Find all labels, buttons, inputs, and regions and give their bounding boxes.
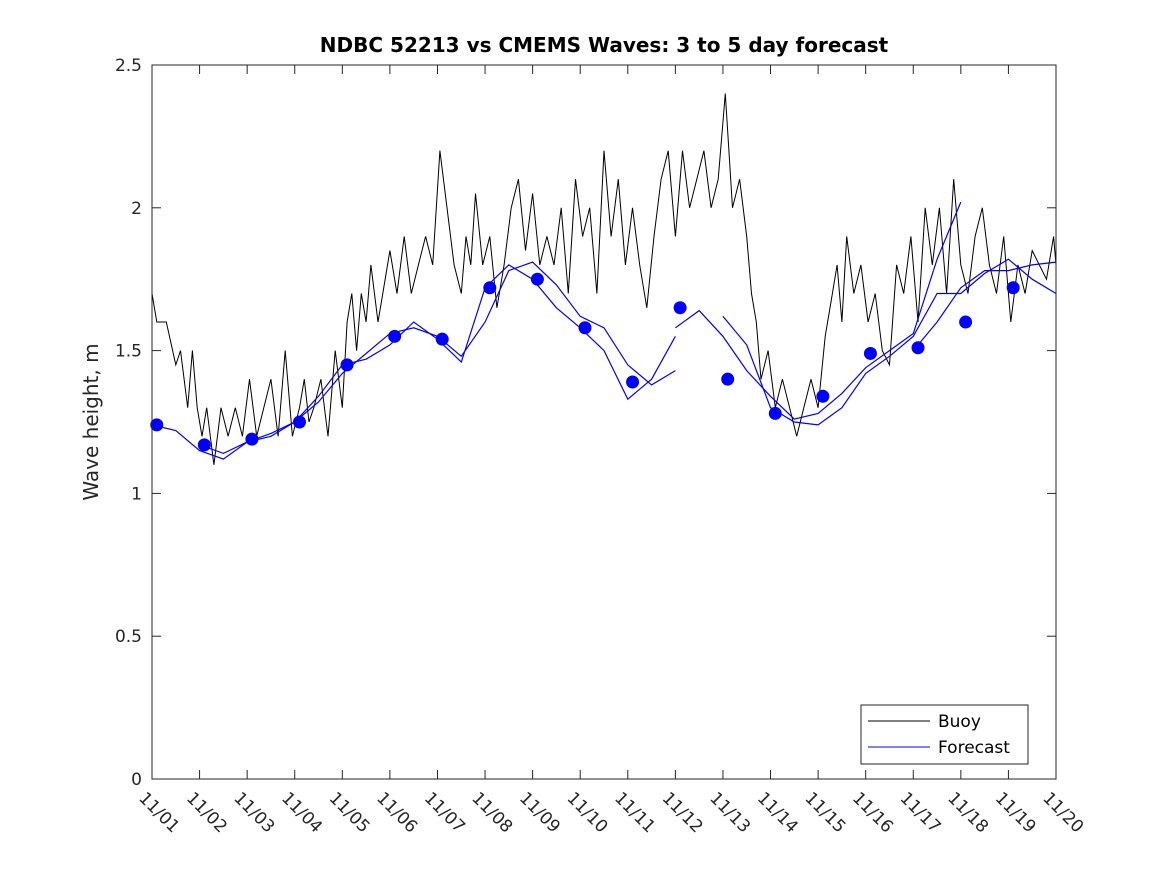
y-tick-label: 1 (131, 484, 142, 504)
legend-buoy-label: Buoy (938, 712, 981, 732)
legend-box (860, 704, 1029, 765)
series-buoy-line (151, 93, 1057, 465)
forecast-point (578, 321, 592, 335)
y-tick-label: 0 (131, 770, 142, 790)
forecast-point (150, 418, 164, 432)
forecast-point (721, 372, 735, 386)
forecast-point (483, 281, 497, 295)
forecast-point (959, 315, 973, 329)
series-forecast-line (675, 201, 962, 420)
forecast-point (245, 432, 259, 446)
plot-area (152, 65, 1056, 779)
y-tick-label: 0.5 (115, 627, 142, 647)
y-tick-label: 1.5 (115, 342, 142, 362)
series-forecast-line (912, 261, 1057, 351)
legend: Buoy Forecast (860, 704, 1029, 765)
forecast-point (673, 301, 687, 315)
forecast-point (816, 389, 830, 403)
forecast-point (768, 406, 782, 420)
y-tick-label: 2.5 (115, 56, 142, 76)
forecast-point (435, 332, 449, 346)
axes-box (151, 64, 1057, 780)
forecast-point (197, 438, 211, 452)
forecast-point (626, 375, 640, 389)
legend-forecast-label: Forecast (938, 738, 1010, 758)
forecast-point (292, 415, 306, 429)
forecast-point (388, 329, 402, 343)
y-axis-label: Wave height, m (79, 343, 103, 500)
forecast-point (863, 346, 877, 360)
forecast-point (530, 272, 544, 286)
forecast-point (340, 358, 354, 372)
forecast-point (911, 341, 925, 355)
forecast-point (1006, 281, 1020, 295)
chart-title: NDBC 52213 vs CMEMS Waves: 3 to 5 day fo… (320, 33, 889, 57)
y-tick-label: 2 (131, 199, 142, 219)
series-forecast-line (151, 261, 676, 460)
series-layer (150, 93, 1057, 465)
